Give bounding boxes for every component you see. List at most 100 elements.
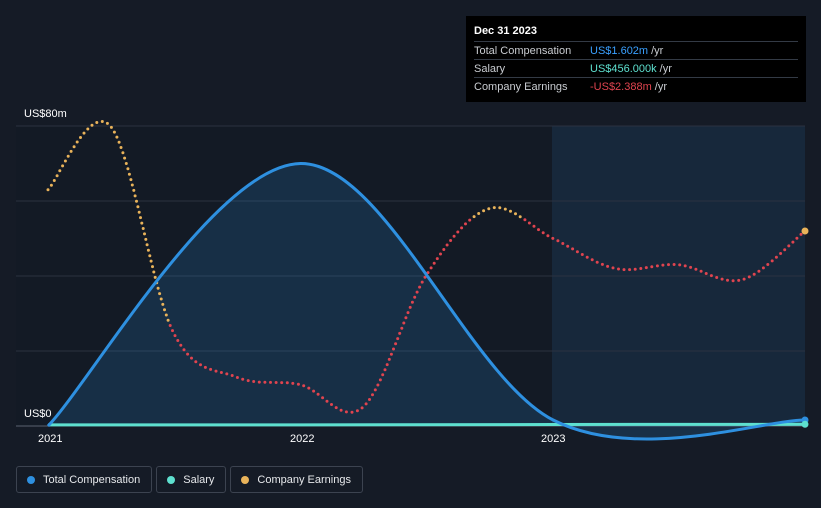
earnings-dot bbox=[468, 218, 472, 222]
earnings-dot bbox=[350, 410, 354, 414]
earnings-dot bbox=[400, 326, 404, 330]
tooltip-value: US$1.602m bbox=[590, 44, 649, 57]
earnings-dot bbox=[235, 376, 239, 379]
earnings-dot bbox=[373, 388, 377, 392]
earnings-dot bbox=[132, 188, 136, 192]
earnings-dot bbox=[166, 318, 170, 322]
earnings-dot bbox=[151, 265, 154, 269]
earnings-dot bbox=[404, 316, 408, 320]
earnings-dot bbox=[420, 280, 424, 284]
legend-item-company-earnings[interactable]: Company Earnings bbox=[230, 466, 363, 493]
earnings-dot bbox=[678, 263, 682, 267]
earnings-dot bbox=[145, 243, 149, 247]
earnings-dot bbox=[130, 183, 134, 187]
earnings-dot bbox=[449, 239, 453, 242]
tooltip-label: Total Compensation bbox=[474, 44, 572, 57]
earnings-dot bbox=[321, 396, 325, 400]
earnings-dot bbox=[429, 266, 433, 270]
earnings-dot bbox=[766, 263, 770, 266]
salary-line bbox=[47, 422, 806, 427]
earnings-dot bbox=[137, 210, 141, 214]
earnings-dot bbox=[580, 253, 584, 256]
tooltip-unit: /yr bbox=[654, 80, 667, 93]
earnings-dot bbox=[791, 240, 795, 244]
dot-icon bbox=[27, 475, 35, 484]
earnings-dot bbox=[55, 174, 59, 178]
earnings-dot bbox=[799, 232, 803, 236]
earnings-dot bbox=[452, 234, 456, 238]
earnings-dot bbox=[152, 270, 156, 274]
tooltip-unit: /yr bbox=[659, 62, 672, 75]
tooltip-value: -US$2.388m bbox=[590, 80, 652, 93]
company-earnings-line bbox=[46, 120, 803, 414]
earnings-dot bbox=[509, 209, 512, 213]
earnings-dot bbox=[135, 199, 138, 203]
legend-label: Total Compensation bbox=[43, 473, 141, 486]
earnings-dot bbox=[171, 329, 174, 333]
earnings-dot bbox=[442, 248, 446, 251]
earnings-dot bbox=[52, 179, 56, 182]
earnings-dot bbox=[164, 313, 168, 317]
earnings-dot bbox=[585, 255, 589, 259]
earnings-dot bbox=[100, 120, 104, 123]
company-earnings-end-marker bbox=[801, 227, 809, 235]
earnings-dot bbox=[667, 263, 670, 267]
earnings-dot bbox=[715, 276, 719, 279]
earnings-dot bbox=[209, 367, 213, 371]
earnings-dot bbox=[72, 145, 76, 149]
earnings-dot bbox=[168, 324, 172, 327]
earnings-dot bbox=[779, 252, 783, 255]
tooltip-panel: Dec 31 2023 Total Compensation US$1.602m… bbox=[466, 16, 806, 102]
earnings-dot bbox=[63, 159, 67, 163]
earnings-dot bbox=[628, 268, 632, 272]
earnings-dot bbox=[79, 136, 82, 139]
legend-item-salary[interactable]: Salary bbox=[156, 466, 227, 493]
earnings-dot bbox=[532, 224, 536, 228]
earnings-dot bbox=[546, 234, 550, 238]
dot-icon bbox=[241, 475, 250, 484]
legend-item-total-compensation[interactable]: Total Compensation bbox=[16, 466, 153, 493]
earnings-dot bbox=[571, 247, 575, 251]
earnings-dot bbox=[617, 267, 620, 271]
earnings-dot bbox=[726, 278, 729, 282]
earnings-dot bbox=[186, 352, 190, 356]
earnings-dot bbox=[241, 377, 245, 381]
earnings-dot bbox=[518, 215, 522, 219]
earnings-dot bbox=[477, 212, 481, 215]
earnings-dot bbox=[561, 242, 565, 245]
earnings-dot bbox=[176, 339, 180, 342]
earnings-dot bbox=[600, 262, 604, 266]
x-tick-2023: 2023 bbox=[541, 433, 566, 445]
earnings-dot bbox=[252, 380, 256, 383]
earnings-dot bbox=[325, 399, 329, 403]
tooltip-row-company-earnings: Company Earnings -US$2.388m /yr bbox=[474, 77, 798, 95]
earnings-dot bbox=[445, 243, 449, 247]
earnings-dot bbox=[378, 378, 382, 382]
earnings-dot bbox=[551, 236, 555, 240]
earnings-dot bbox=[90, 123, 94, 127]
earnings-dot bbox=[82, 131, 86, 135]
tooltip-label: Company Earnings bbox=[474, 80, 568, 93]
earnings-dot bbox=[344, 410, 348, 414]
earnings-dot bbox=[492, 206, 496, 210]
earnings-dot bbox=[704, 272, 708, 275]
earnings-dot bbox=[129, 178, 133, 182]
earnings-dot bbox=[742, 277, 746, 281]
earnings-dot bbox=[61, 164, 65, 168]
earnings-dot bbox=[774, 255, 778, 259]
tooltip-row-total-compensation: Total Compensation US$1.602m /yr bbox=[474, 41, 798, 59]
earnings-dot bbox=[46, 188, 50, 192]
earnings-dot bbox=[146, 248, 150, 252]
earnings-dot bbox=[360, 406, 364, 410]
earnings-dot bbox=[153, 275, 157, 279]
earnings-dot bbox=[117, 140, 121, 144]
earnings-dot bbox=[58, 169, 62, 173]
earnings-dot bbox=[69, 149, 73, 153]
earnings-dot bbox=[339, 408, 343, 412]
earnings-dot bbox=[644, 266, 648, 270]
earnings-dot bbox=[115, 135, 119, 139]
earnings-dot bbox=[127, 172, 131, 176]
earnings-dot bbox=[105, 121, 109, 125]
earnings-dot bbox=[376, 383, 380, 387]
earnings-dot bbox=[126, 167, 130, 171]
